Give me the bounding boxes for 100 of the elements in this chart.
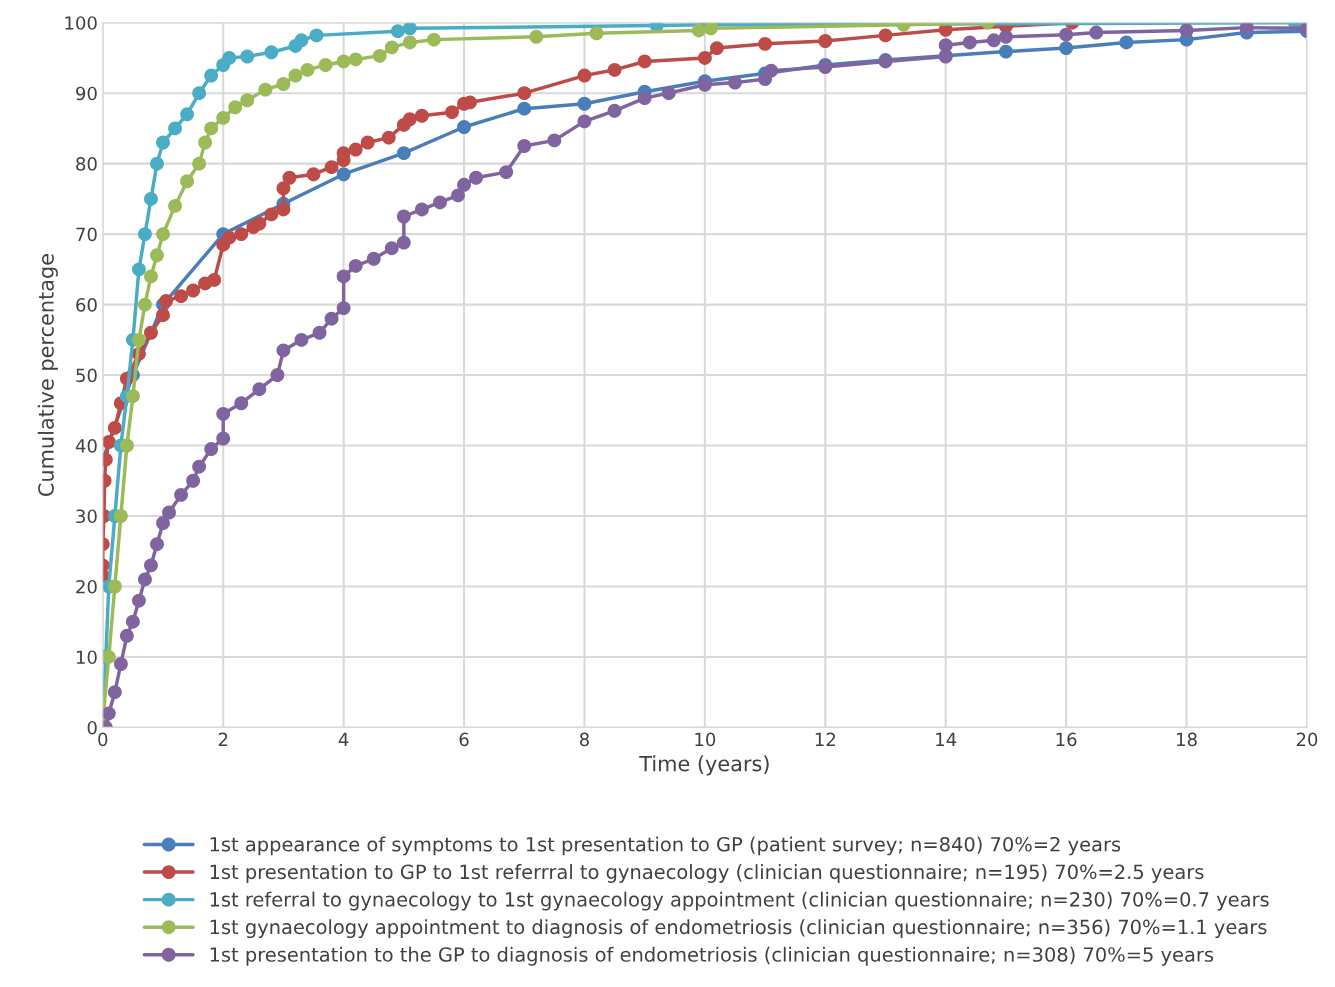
point xyxy=(709,41,724,56)
point xyxy=(372,48,387,63)
point xyxy=(324,160,339,175)
point xyxy=(384,40,399,55)
point xyxy=(204,442,219,456)
point xyxy=(294,33,309,48)
legend-label: 1st appearance of symptoms to 1st presentation to GP (patient survey; n=840) 70%=2 years xyxy=(210,836,1121,856)
point xyxy=(336,54,351,69)
point xyxy=(703,22,718,36)
point xyxy=(252,216,267,231)
point xyxy=(162,505,176,520)
point xyxy=(366,251,381,266)
point xyxy=(144,269,158,284)
point xyxy=(324,311,339,326)
point xyxy=(156,308,170,323)
point xyxy=(402,35,417,50)
point xyxy=(577,68,592,83)
x-tick-label: 6 xyxy=(459,732,469,747)
y-tick-label: 40 xyxy=(75,438,97,453)
point xyxy=(318,58,333,72)
point xyxy=(156,135,170,150)
point xyxy=(119,628,134,643)
y-tick-label: 70 xyxy=(76,227,97,242)
point xyxy=(360,135,375,150)
point xyxy=(222,50,237,65)
point xyxy=(186,283,201,298)
point xyxy=(150,537,164,552)
point xyxy=(282,170,297,185)
point xyxy=(607,62,622,77)
point xyxy=(390,24,405,39)
y-tick-label: 0 xyxy=(87,720,97,735)
point xyxy=(764,63,779,78)
point xyxy=(102,706,116,721)
point xyxy=(144,558,158,573)
y-tick-label: 80 xyxy=(76,157,97,171)
point xyxy=(138,297,152,312)
point xyxy=(138,572,152,587)
point xyxy=(207,272,222,287)
point xyxy=(998,44,1013,59)
point xyxy=(451,188,465,203)
point xyxy=(252,382,267,397)
point xyxy=(396,235,411,250)
point xyxy=(414,108,429,123)
x-tick-label: 16 xyxy=(1056,732,1077,747)
point xyxy=(758,36,773,51)
point xyxy=(309,28,324,43)
point xyxy=(174,487,189,502)
legend-label: 1st presentation to GP to 1st referrral to gynaecology (clinician questionnaire; n=195) 70%=2.5 years xyxy=(210,864,1204,883)
x-tick-label: 2 xyxy=(218,732,228,746)
point xyxy=(691,23,706,38)
y-axis-title: Cumulative percentage xyxy=(37,254,58,496)
point xyxy=(240,49,255,64)
point xyxy=(107,579,122,594)
point xyxy=(529,29,544,44)
point xyxy=(433,195,447,210)
x-tick-label: 0 xyxy=(98,732,108,747)
point xyxy=(216,431,231,446)
point xyxy=(113,509,128,523)
point xyxy=(517,101,532,116)
point xyxy=(1239,22,1254,35)
point xyxy=(878,28,893,43)
point xyxy=(336,301,351,316)
point xyxy=(962,35,977,50)
point xyxy=(258,82,273,97)
point xyxy=(204,121,219,136)
point xyxy=(336,269,351,284)
point xyxy=(384,241,399,256)
legend-label: 1st gynaecology appointment to diagnosis of endometriosis (clinician questionnaire; n=356) 70%=1.1 years xyxy=(210,919,1267,939)
point xyxy=(499,165,514,180)
point xyxy=(264,207,279,222)
point xyxy=(192,459,207,474)
point xyxy=(402,112,417,127)
point xyxy=(637,91,652,106)
y-tick-label: 60 xyxy=(76,298,97,312)
point xyxy=(517,86,532,101)
point xyxy=(204,68,219,83)
point xyxy=(457,177,471,192)
point xyxy=(107,420,122,435)
point xyxy=(150,248,164,263)
y-tick-label: 30 xyxy=(76,509,97,524)
point xyxy=(589,26,604,41)
point xyxy=(138,227,152,242)
point xyxy=(986,33,1001,48)
point xyxy=(125,389,140,404)
point xyxy=(192,156,207,171)
point xyxy=(312,325,327,340)
point xyxy=(637,54,652,69)
point xyxy=(198,135,213,150)
point xyxy=(294,332,309,347)
point xyxy=(547,133,562,148)
point xyxy=(156,227,170,242)
point xyxy=(186,473,201,488)
point xyxy=(216,110,231,125)
point xyxy=(192,86,207,101)
point xyxy=(180,174,195,189)
point xyxy=(1119,35,1134,50)
point xyxy=(276,181,291,196)
point xyxy=(1059,41,1074,56)
point xyxy=(276,202,291,217)
x-tick-label: 18 xyxy=(1177,732,1197,747)
